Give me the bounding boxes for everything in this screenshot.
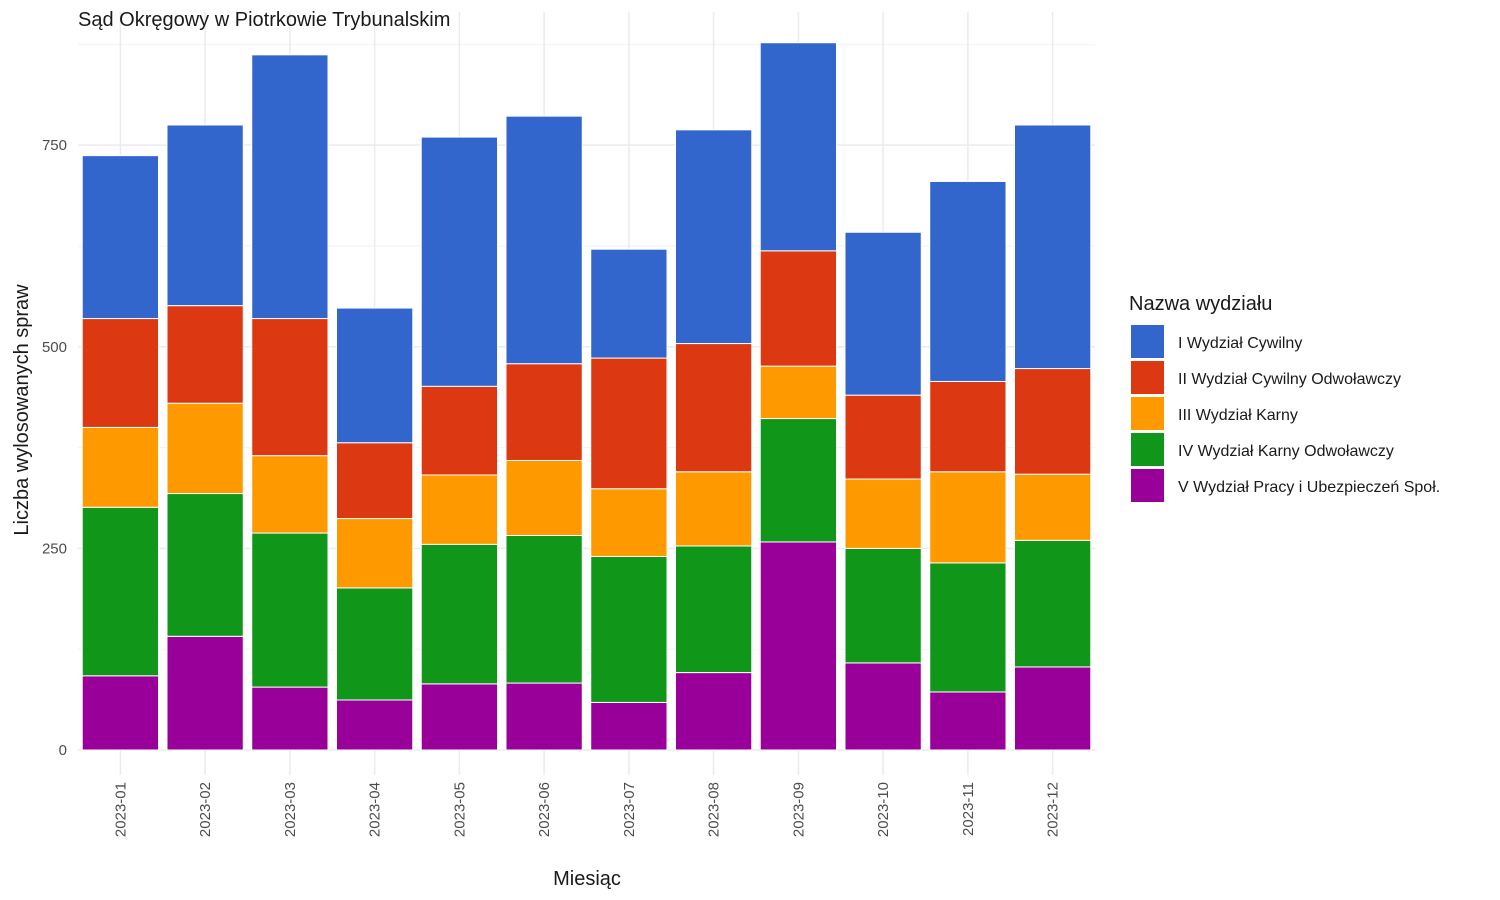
- x-tick-label: 2023-06: [536, 782, 553, 837]
- bar-segment: [505, 682, 583, 751]
- bar-segment: [844, 478, 922, 549]
- bar-segment: [505, 115, 583, 365]
- legend-title: Nazwa wydziału: [1129, 293, 1272, 315]
- x-tick-label: 2023-04: [367, 782, 384, 837]
- x-tick-label: 2023-10: [875, 782, 892, 837]
- bar-segment: [166, 124, 244, 307]
- x-tick-label: 2023-11: [960, 782, 977, 836]
- legend-label: III Wydział Karny: [1178, 407, 1298, 424]
- bar-segment: [1013, 368, 1092, 475]
- x-tick-label: 2023-01: [112, 782, 129, 837]
- x-axis-ticks: 2023-01 2023-02 2023-03 2023-04 2023-05 2023-…: [112, 782, 1061, 837]
- bar-segment: [929, 471, 1007, 564]
- bar-segment: [81, 426, 160, 508]
- bar-segment: [759, 250, 838, 367]
- bar-segment: [844, 394, 922, 480]
- bar-segment: [251, 318, 329, 457]
- x-tick-label: 2023-07: [621, 782, 638, 837]
- bar-segment: [1013, 539, 1092, 668]
- bar-segment: [420, 474, 499, 545]
- bar-segment: [674, 343, 753, 473]
- legend-label: IV Wydział Karny Odwoławczy: [1178, 443, 1394, 460]
- chart-title: Sąd Okręgowy w Piotrkowie Trybunalskim: [78, 9, 450, 31]
- bar-segment: [929, 180, 1007, 382]
- bar-segment: [166, 402, 244, 495]
- bar-segment: [420, 136, 499, 387]
- bar-segment: [674, 672, 753, 751]
- bar-segment: [590, 555, 668, 703]
- bar-segment: [251, 54, 329, 320]
- bar-segment: [335, 442, 414, 520]
- x-tick-label: 2023-09: [790, 782, 807, 837]
- bar-segment: [251, 455, 329, 534]
- legend-swatch: [1131, 325, 1164, 358]
- bar-segment: [166, 493, 244, 637]
- bar-segment: [335, 587, 414, 701]
- legend-label: I Wydział Cywilny: [1178, 335, 1302, 352]
- legend-swatch: [1131, 433, 1164, 466]
- bar-segment: [420, 683, 499, 751]
- bar-segment: [505, 363, 583, 461]
- bar-segment: [166, 305, 244, 404]
- legend-swatch: [1131, 397, 1164, 430]
- bar-segment: [590, 488, 668, 557]
- bar-segment: [251, 686, 329, 751]
- bar-segment: [929, 691, 1007, 751]
- bar-segment: [929, 562, 1007, 693]
- bar-segment: [590, 357, 668, 490]
- bars: [81, 42, 1092, 751]
- bar-segment: [759, 42, 838, 252]
- bar-segment: [1013, 666, 1092, 751]
- bar-segment: [505, 534, 583, 684]
- bar-segment: [251, 532, 329, 688]
- bar-segment: [1013, 473, 1092, 541]
- x-tick-label: 2023-05: [451, 782, 468, 837]
- y-tick-label: 0: [59, 742, 67, 759]
- bar-segment: [590, 248, 668, 359]
- x-axis-title: Miesiąc: [553, 868, 621, 890]
- bar-segment: [1013, 124, 1092, 370]
- bar-segment: [844, 547, 922, 664]
- y-axis-title: Liczba wylosowanych spraw: [11, 284, 33, 536]
- bar-segment: [674, 129, 753, 345]
- y-tick-label: 750: [42, 137, 67, 154]
- bar-segment: [420, 543, 499, 685]
- legend-label: II Wydział Cywilny Odwoławczy: [1178, 371, 1401, 388]
- bar-segment: [759, 365, 838, 420]
- legend: Nazwa wydziału I Wydział Cywilny II Wydzi…: [1129, 293, 1440, 502]
- y-axis-ticks: 0 250 500 750: [42, 137, 67, 759]
- x-tick-label: 2023-08: [706, 782, 723, 837]
- y-tick-label: 500: [42, 339, 67, 356]
- bar-segment: [81, 318, 160, 428]
- bar-segment: [420, 385, 499, 476]
- bar-segment: [335, 307, 414, 444]
- bar-segment: [674, 545, 753, 674]
- bar-segment: [81, 155, 160, 320]
- bar-segment: [590, 701, 668, 751]
- x-tick-label: 2023-12: [1045, 782, 1062, 837]
- legend-swatch: [1131, 469, 1164, 502]
- bar-segment: [166, 635, 244, 751]
- bar-segment: [505, 459, 583, 536]
- bar-segment: [81, 675, 160, 751]
- bar-segment: [844, 662, 922, 751]
- bar-segment: [335, 518, 414, 589]
- bar-segment: [844, 231, 922, 396]
- legend-swatch: [1131, 361, 1164, 394]
- x-tick-label: 2023-02: [197, 782, 214, 837]
- bar-segment: [335, 699, 414, 751]
- y-tick-label: 250: [42, 540, 67, 557]
- legend-label: V Wydział Pracy i Ubezpieczeń Społ.: [1178, 479, 1440, 496]
- bar-segment: [759, 418, 838, 543]
- x-tick-label: 2023-03: [282, 782, 299, 837]
- bar-segment: [81, 506, 160, 677]
- bar-segment: [759, 541, 838, 751]
- bar-segment: [929, 380, 1007, 473]
- bar-segment: [674, 471, 753, 547]
